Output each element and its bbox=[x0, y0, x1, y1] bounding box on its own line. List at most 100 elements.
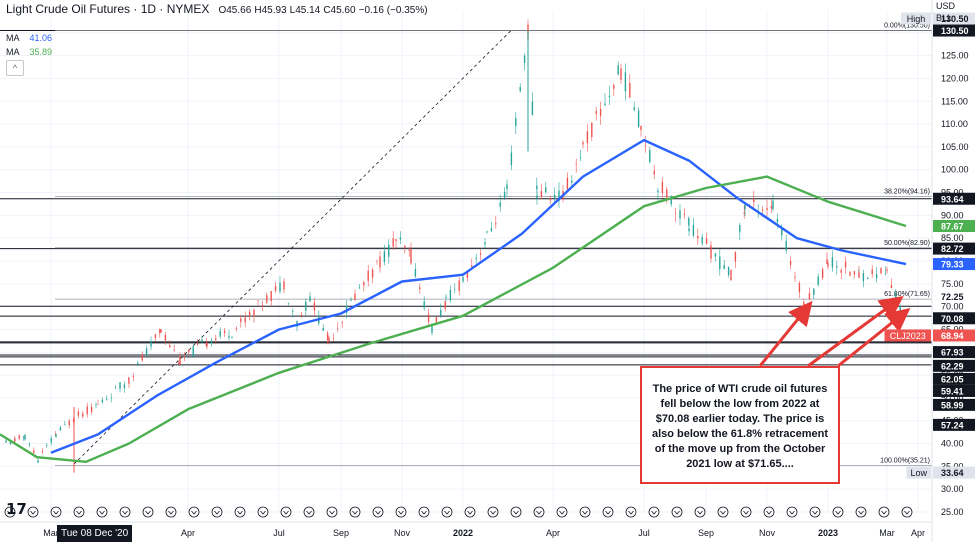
candle-up bbox=[531, 101, 534, 116]
candle-down bbox=[223, 330, 226, 334]
event-marker bbox=[855, 506, 867, 518]
event-chevron-icon bbox=[444, 510, 450, 515]
candle-up bbox=[490, 227, 493, 231]
event-marker bbox=[418, 506, 430, 518]
candle-up bbox=[192, 346, 194, 357]
candle-down bbox=[332, 338, 335, 340]
annotation-box: The price of WTI crude oil futures fell … bbox=[640, 366, 840, 484]
candle-down bbox=[827, 263, 829, 267]
x-tick-label: 2023 bbox=[818, 528, 838, 538]
candle-down bbox=[354, 293, 356, 301]
event-chevron-icon bbox=[766, 510, 772, 515]
ma-value-1: 41.06 bbox=[29, 33, 53, 43]
event-chevron-icon bbox=[122, 510, 128, 515]
event-chevron-icon bbox=[260, 510, 266, 515]
event-chevron-icon bbox=[375, 510, 381, 515]
price-tag-bg bbox=[933, 466, 975, 479]
event-chevron-icon bbox=[789, 510, 795, 515]
price-tag-value: 59.41 bbox=[941, 386, 964, 396]
fib-label: 100.00%(35.21) bbox=[880, 457, 930, 464]
collapse-legend-button[interactable]: ^ bbox=[6, 60, 24, 76]
event-chevron-icon bbox=[628, 510, 634, 515]
candle-down bbox=[661, 182, 664, 194]
price-tag-value: 82.72 bbox=[941, 244, 964, 254]
candle-down bbox=[766, 208, 768, 210]
x-tick-label: Mar bbox=[879, 528, 895, 538]
candle-down bbox=[183, 357, 186, 358]
event-chevron-icon bbox=[191, 510, 197, 515]
ma-legend-2[interactable]: MA 35.89 bbox=[6, 47, 52, 57]
candle-up bbox=[309, 296, 311, 302]
candle-up bbox=[119, 382, 121, 389]
candle-down bbox=[160, 329, 162, 333]
ma-legend-1[interactable]: MA 41.06 bbox=[6, 33, 52, 43]
price-tag-bg bbox=[933, 312, 975, 325]
candle-up bbox=[499, 202, 501, 207]
price-tag-bg bbox=[933, 398, 975, 411]
candle-down bbox=[240, 318, 242, 322]
candle-up bbox=[59, 427, 62, 431]
event-chevron-icon bbox=[858, 510, 864, 515]
candle-up bbox=[383, 251, 386, 262]
candle-up bbox=[571, 180, 573, 183]
trendline-diagonal bbox=[73, 30, 512, 465]
candle-down bbox=[328, 337, 330, 342]
fib-label: 0.00%(130.50) bbox=[884, 23, 930, 30]
candle-down bbox=[408, 249, 410, 251]
event-chevron-icon bbox=[7, 510, 13, 515]
fib-label: 61.80%(71.65) bbox=[884, 291, 930, 298]
candle-down bbox=[427, 314, 430, 322]
event-marker bbox=[119, 506, 131, 518]
event-markers[interactable] bbox=[4, 506, 913, 518]
x-axis[interactable]: Mar Apr Jul Sep Nov 2022 Apr Jul Sep Nov 2023 Mar Ap… bbox=[0, 521, 932, 538]
event-marker bbox=[165, 506, 177, 518]
fib-label: 38.20%(94.16) bbox=[884, 188, 930, 195]
event-chevron-icon bbox=[30, 510, 36, 515]
event-marker bbox=[280, 506, 292, 518]
event-chevron-icon bbox=[421, 510, 427, 515]
ma-line-blue bbox=[50, 138, 907, 454]
event-marker bbox=[878, 506, 890, 518]
candle-up bbox=[484, 242, 486, 245]
y-tick-label: 25.00 bbox=[941, 507, 964, 517]
annotation-arrow bbox=[807, 296, 904, 368]
candle-down bbox=[705, 238, 708, 244]
candle-up bbox=[150, 340, 152, 347]
scale-info[interactable]: USD BLL bbox=[936, 0, 955, 24]
event-marker bbox=[326, 506, 338, 518]
candle-down bbox=[164, 334, 167, 341]
candle-up bbox=[536, 195, 538, 199]
candle-down bbox=[326, 332, 329, 340]
event-marker bbox=[740, 506, 752, 518]
x-tick-label: Nov bbox=[759, 528, 776, 538]
tradingview-logo[interactable]: 17 bbox=[6, 500, 27, 518]
candle-down bbox=[266, 295, 268, 303]
candle-up bbox=[322, 328, 324, 331]
high-value: H45.93 bbox=[254, 5, 287, 16]
candle-down bbox=[789, 260, 792, 265]
candle-up bbox=[558, 190, 560, 201]
candle-up bbox=[719, 256, 721, 270]
candle-down bbox=[68, 420, 70, 425]
y-tick-label: 65.00 bbox=[941, 324, 964, 334]
event-marker bbox=[510, 506, 522, 518]
candle-up bbox=[831, 257, 834, 268]
x-tick-label: Nov bbox=[394, 528, 411, 538]
candle-up bbox=[679, 210, 681, 219]
candle-down bbox=[337, 327, 339, 329]
candle-down bbox=[128, 377, 130, 382]
event-chevron-icon bbox=[99, 510, 105, 515]
candle-up bbox=[358, 287, 361, 289]
candle-down bbox=[640, 125, 642, 131]
price-tag-value: 87.67 bbox=[941, 221, 964, 231]
candle-down bbox=[379, 256, 381, 268]
fib-label: 50.00%(82.90) bbox=[884, 240, 930, 247]
candle-down bbox=[253, 309, 255, 317]
candle-down bbox=[629, 83, 631, 98]
event-chevron-icon bbox=[145, 510, 151, 515]
event-chevron-icon bbox=[536, 510, 542, 515]
x-tick-label: Mar bbox=[43, 528, 59, 538]
y-axis[interactable]: 25.0030.0035.0040.0045.0050.0055.0060.00… bbox=[931, 0, 969, 542]
price-tag-bg bbox=[933, 219, 975, 232]
